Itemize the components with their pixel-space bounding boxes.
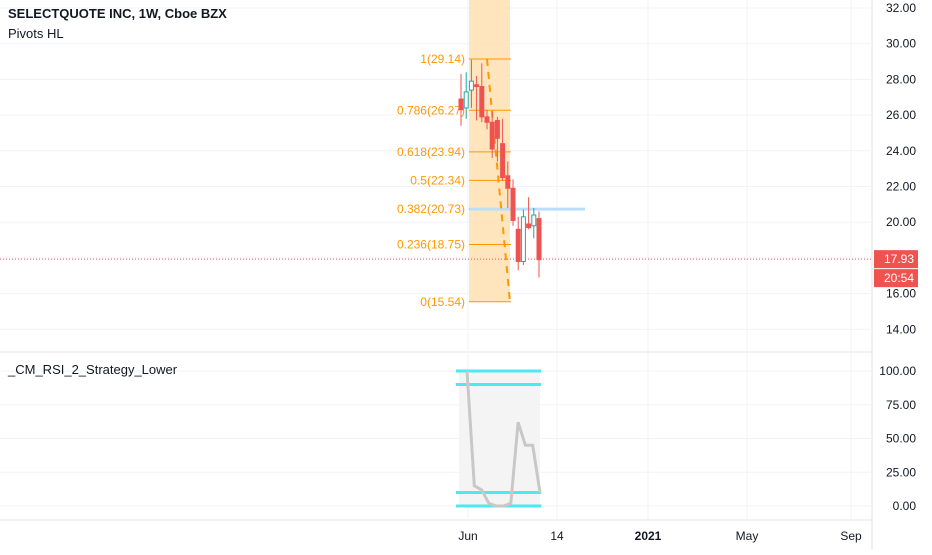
rsi-line — [465, 370, 542, 508]
price-axis[interactable]: 32.0030.0028.0026.0024.0022.0020.0018.00… — [874, 1, 918, 336]
candle — [526, 197, 532, 230]
price-tick-label: 26.00 — [886, 108, 916, 122]
fib-level-label: 0.236(18.75) — [397, 238, 465, 252]
candle-body — [474, 84, 480, 88]
fib-level-label: 0.618(23.94) — [397, 145, 465, 159]
candle — [531, 207, 537, 239]
fib-level-label: 1(29.14) — [420, 52, 465, 66]
rsi-tick-label: 25.00 — [886, 465, 916, 479]
candle — [505, 161, 511, 208]
price-tick-label: 30.00 — [886, 37, 916, 51]
candle-body — [515, 228, 521, 262]
candle — [468, 59, 474, 108]
price-tick-label: 28.00 — [886, 72, 916, 86]
candle — [536, 211, 542, 278]
candle — [489, 111, 495, 158]
indicator-rsi-label[interactable]: _CM_RSI_2_Strategy_Lower — [8, 362, 178, 377]
candle-body — [520, 216, 526, 262]
indicator-pivots-label[interactable]: Pivots HL — [8, 26, 64, 41]
candle-body — [531, 214, 537, 227]
grid-layer — [0, 0, 873, 550]
fib-level-label: 0.5(22.34) — [410, 173, 465, 187]
candle — [463, 72, 469, 119]
candle-body — [494, 119, 500, 139]
time-tick-label: May — [736, 529, 759, 543]
candle-body — [505, 175, 511, 189]
candle-body — [510, 187, 516, 221]
candle-body — [500, 143, 506, 179]
last-price-badge — [874, 250, 918, 269]
rsi-tick-label: 75.00 — [886, 398, 916, 412]
candles-layer — [458, 59, 542, 278]
price-tick-label: 14.00 — [886, 322, 916, 336]
time-axis[interactable]: Jun 14 2021 May Sep — [458, 529, 862, 543]
candle — [458, 74, 464, 126]
candle-body — [536, 218, 542, 261]
candle-body — [463, 91, 469, 109]
candle — [520, 209, 526, 266]
rsi-tick-label: 50.00 — [886, 432, 916, 446]
zigzag-line — [486, 58, 511, 302]
time-tick-label: 2021 — [635, 529, 662, 543]
candle-body — [484, 116, 490, 123]
candle-body — [479, 86, 485, 118]
candle-body — [489, 121, 495, 150]
price-tick-label: 20.00 — [886, 215, 916, 229]
time-tick-label: 14 — [550, 529, 564, 543]
price-tick-label: 32.00 — [886, 1, 916, 15]
candle — [494, 116, 500, 162]
candle — [515, 216, 521, 271]
candle — [510, 179, 516, 226]
candle — [484, 109, 490, 130]
candle-body — [468, 80, 474, 91]
rsi-tick-label: 0.00 — [893, 499, 917, 513]
rsi-panel — [456, 369, 542, 508]
time-tick-label: Jun — [458, 529, 477, 543]
time-tick-label: Sep — [840, 529, 862, 543]
countdown-badge — [874, 269, 918, 288]
price-tick-label: 22.00 — [886, 180, 916, 194]
price-tick-label: 16.00 — [886, 287, 916, 301]
fib-level-label: 0.382(20.73) — [397, 202, 465, 216]
rsi-axis[interactable]: 100.00 75.00 50.00 25.00 0.00 — [879, 364, 916, 513]
candle — [500, 118, 506, 182]
fib-level-label: 0(15.54) — [420, 295, 465, 309]
candle-body — [458, 98, 464, 111]
fib-levels-layer: 1(29.14) 0.786(26.27) 0.618(23.94) 0.5(22.3… — [0, 52, 872, 309]
candle — [479, 63, 485, 123]
price-tick-label: 24.00 — [886, 144, 916, 158]
rsi-tick-label: 100.00 — [879, 364, 916, 378]
candle — [474, 75, 480, 121]
symbol-title[interactable]: SELECTQUOTE INC, 1W, Cboe BZX — [8, 6, 227, 21]
last-price-label: 17.93 — [884, 252, 914, 266]
countdown-label: 20:54 — [884, 271, 914, 285]
candle-body — [526, 223, 532, 229]
fib-level-label: 0.786(26.27) — [397, 103, 465, 117]
